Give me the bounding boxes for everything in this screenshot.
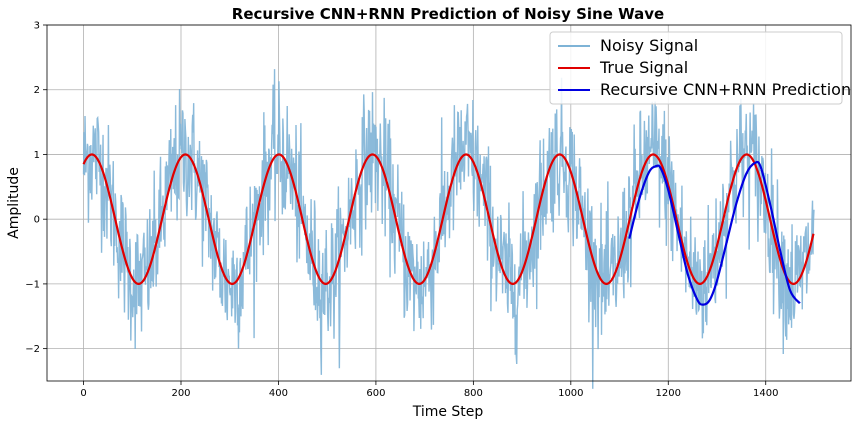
x-axis-label: Time Step xyxy=(412,404,484,420)
legend-label-true: True Signal xyxy=(599,58,688,77)
x-tick-label: 800 xyxy=(464,388,483,399)
prediction-line xyxy=(628,160,801,306)
x-tick-label: 200 xyxy=(171,388,190,399)
x-tick-label: 0 xyxy=(80,388,86,399)
legend: Noisy Signal True Signal Recursive CNN+R… xyxy=(549,31,851,105)
chart-title: Recursive CNN+RNN Prediction of Noisy Si… xyxy=(232,5,664,23)
axis-ticks: 0 200 400 600 800 1000 1200 1400 −2 −1 0 1 2 3 xyxy=(25,21,778,400)
y-tick-label: 1 xyxy=(34,150,40,161)
y-tick-label: −2 xyxy=(25,344,40,355)
y-axis-label: Amplitude xyxy=(6,167,22,239)
x-tick-label: 1000 xyxy=(558,388,583,399)
x-tick-label: 1200 xyxy=(656,388,681,399)
y-tick-label: 0 xyxy=(34,215,40,226)
y-tick-label: 2 xyxy=(34,85,40,96)
y-tick-label: −1 xyxy=(25,279,40,290)
plot-area xyxy=(82,69,815,389)
true-signal-line xyxy=(82,153,815,285)
axes-frame xyxy=(46,24,852,382)
noisy-signal-line xyxy=(82,69,815,389)
legend-label-noisy: Noisy Signal xyxy=(600,36,698,55)
x-tick-label: 400 xyxy=(269,388,288,399)
x-tick-label: 600 xyxy=(366,388,385,399)
y-tick-label: 3 xyxy=(34,21,40,32)
legend-box xyxy=(549,31,843,105)
legend-label-prediction: Recursive CNN+RNN Prediction xyxy=(600,80,851,99)
x-tick-label: 1400 xyxy=(753,388,778,399)
